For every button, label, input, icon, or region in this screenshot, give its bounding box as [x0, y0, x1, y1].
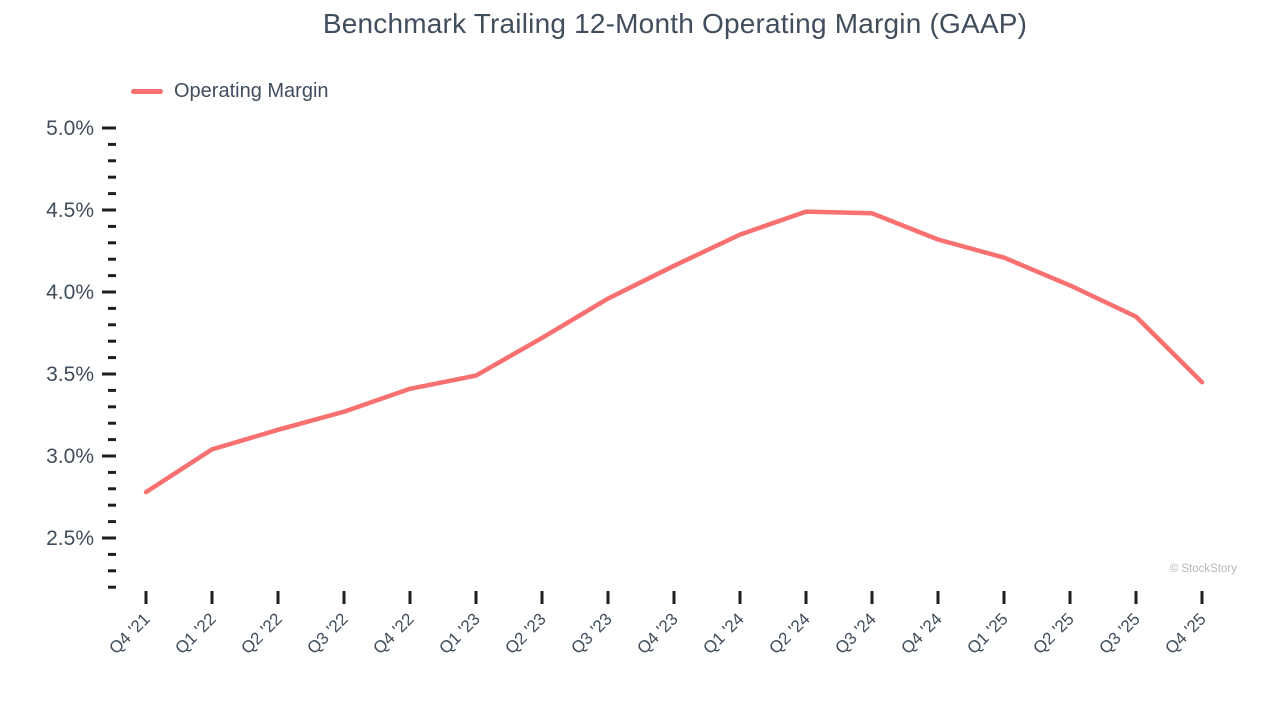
x-axis-label: Q2 '23 [501, 609, 549, 657]
x-axis-label: Q3 '22 [303, 609, 351, 657]
legend: Operating Margin [131, 80, 329, 103]
x-axis-label: Q1 '24 [699, 609, 747, 657]
x-axis-label: Q2 '25 [1029, 609, 1077, 657]
y-axis-label: 4.5% [46, 199, 94, 222]
legend-line-swatch [131, 89, 163, 94]
x-axis-label: Q4 '21 [105, 609, 153, 657]
x-axis-label: Q3 '23 [567, 609, 615, 657]
x-axis-label: Q4 '22 [369, 609, 417, 657]
watermark: © StockStory [1169, 563, 1237, 575]
y-axis-label: 5.0% [46, 117, 94, 140]
y-axis-label: 4.0% [46, 281, 94, 304]
x-axis-label: Q1 '25 [963, 609, 1011, 657]
x-axis-label: Q1 '23 [435, 609, 483, 657]
y-axis-label: 3.5% [46, 363, 94, 386]
y-axis-label: 3.0% [46, 445, 94, 468]
x-axis-label: Q1 '22 [171, 609, 219, 657]
x-axis-label: Q2 '22 [237, 609, 285, 657]
legend-label: Operating Margin [174, 80, 329, 102]
operating-margin-line [143, 209, 1205, 495]
x-axis-label: Q4 '25 [1161, 609, 1209, 657]
x-axis-label: Q4 '23 [633, 609, 681, 657]
x-axis-label: Q3 '24 [831, 609, 879, 657]
x-axis-label: Q2 '24 [765, 609, 813, 657]
chart-title: Benchmark Trailing 12-Month Operating Ma… [322, 8, 1028, 39]
x-axis-label: Q4 '24 [897, 609, 945, 657]
y-axis-label: 2.5% [46, 527, 94, 550]
x-axis-label: Q3 '25 [1095, 609, 1143, 657]
